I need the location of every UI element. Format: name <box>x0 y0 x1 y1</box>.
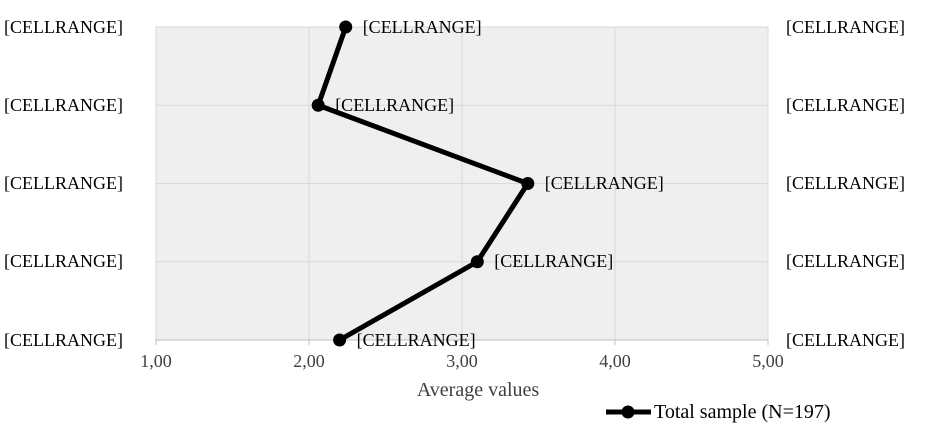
data-point-label: [CELLRANGE] <box>335 94 455 115</box>
left-category-label: [CELLRANGE] <box>4 329 123 350</box>
legend: Total sample (N=197) <box>605 400 831 424</box>
x-axis-title: Average values <box>416 379 540 401</box>
data-point-label: [CELLRANGE] <box>356 329 476 350</box>
right-category-label: [CELLRANGE] <box>786 16 905 37</box>
x-axis-tick-label: 4,00 <box>599 351 631 371</box>
left-category-label: [CELLRANGE] <box>4 94 123 115</box>
right-category-label: [CELLRANGE] <box>786 329 905 350</box>
data-point-label: [CELLRANGE] <box>494 251 614 272</box>
data-point-label: [CELLRANGE] <box>544 173 664 193</box>
left-category-label: [CELLRANGE] <box>4 173 123 193</box>
right-category-label: [CELLRANGE] <box>786 251 905 272</box>
legend-marker-icon <box>606 405 651 419</box>
x-axis-tick-label: 5,00 <box>752 351 784 371</box>
x-axis-tick-label: 1,00 <box>140 351 172 371</box>
left-category-label: [CELLRANGE] <box>4 251 123 272</box>
right-category-label: [CELLRANGE] <box>786 94 905 115</box>
data-point-label: [CELLRANGE] <box>362 16 482 37</box>
x-axis-tick-label: 3,00 <box>446 351 478 371</box>
legend-label: Total sample (N=197) <box>654 401 831 423</box>
left-category-label: [CELLRANGE] <box>4 16 123 37</box>
right-category-label: [CELLRANGE] <box>786 173 905 193</box>
x-axis-tick-label: 2,00 <box>293 351 325 371</box>
